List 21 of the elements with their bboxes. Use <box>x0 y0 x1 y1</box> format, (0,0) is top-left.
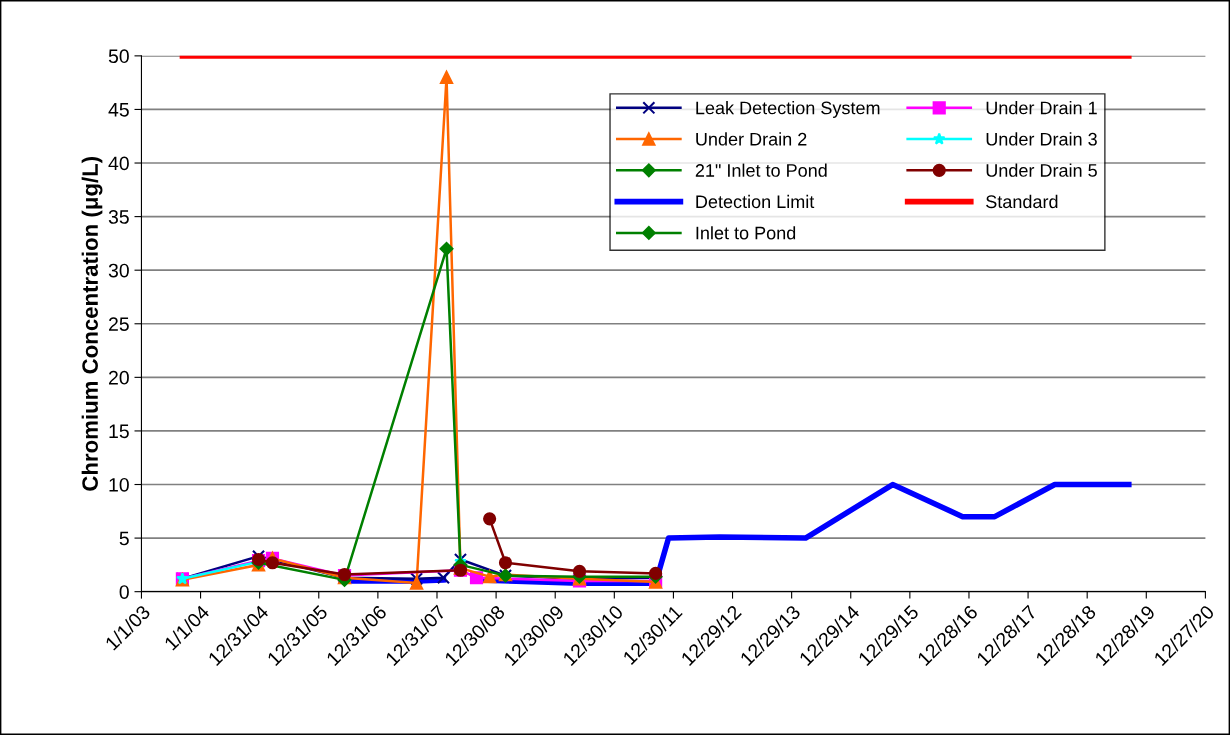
y-tick-label: 35 <box>108 210 129 224</box>
y-tick-label: 10 <box>109 477 129 492</box>
legend-label: Under Drain 2 <box>696 132 807 146</box>
y-tick-label: 15 <box>109 424 129 439</box>
y-tick-label: 0 <box>119 585 129 599</box>
y-tick-label: 20 <box>109 370 129 385</box>
legend-label: Under Drain 1 <box>986 101 1097 115</box>
y-tick-label: 30 <box>108 263 129 278</box>
y-tick-label: 45 <box>108 103 129 117</box>
legend-label: Inlet to Pond <box>696 226 796 240</box>
legend-label: Under Drain 5 <box>986 163 1097 177</box>
y-tick-label: 50 <box>108 49 129 64</box>
legend-label: Detection Limit <box>696 194 815 209</box>
y-tick-label: 25 <box>109 317 129 331</box>
legend-label: 21" Inlet to Pond <box>695 163 827 177</box>
legend-label: Under Drain 3 <box>986 132 1097 146</box>
legend-label: Standard <box>986 194 1058 209</box>
y-tick-label: 5 <box>119 531 129 546</box>
y-axis-title: Chromium Concentration (μg/L) <box>81 156 103 491</box>
legend-label: Leak Detection System <box>696 101 880 118</box>
y-tick-label: 40 <box>108 156 129 171</box>
